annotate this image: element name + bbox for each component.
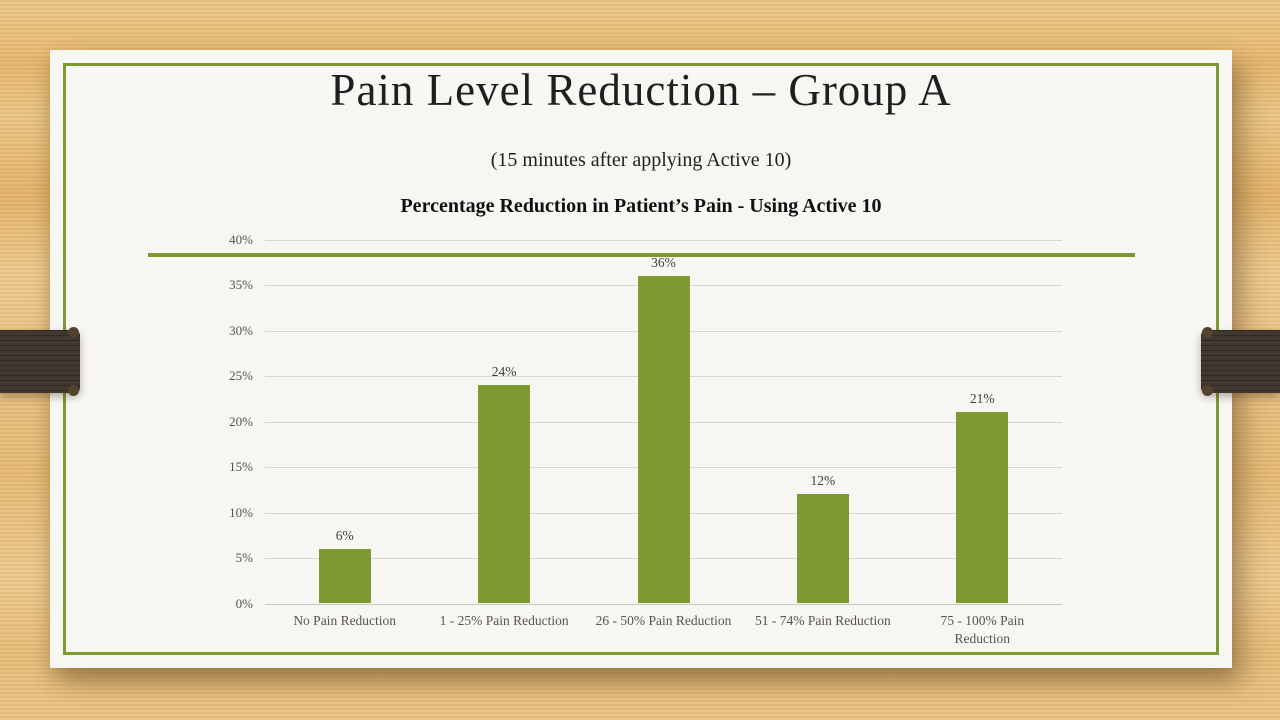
bar [956,412,1009,604]
gridline [265,239,1062,241]
clip-knob [68,385,79,396]
bar-value-label: 21% [969,391,995,407]
y-axis-tick: 15% [229,459,253,474]
y-axis-tick: 25% [229,368,253,383]
bar-chart: 0% 5% 10% 15% 20% 25% 30% 35% 40% 6% No Pain Reduc… [50,50,1232,668]
x-axis-line [265,603,1062,605]
right-strap-clip [1201,327,1280,396]
bar-value-label: 6% [335,527,354,543]
bar [637,275,690,604]
y-axis-tick: 10% [229,504,253,520]
chart-title: Percentage Reduction in Patient’s Pain -… [400,195,882,217]
slide: Pain Level Reduction – Group A (15 minut… [50,50,1232,668]
category-label: 1 - 25% Pain Reduction [439,613,569,628]
bar-value-label: 12% [810,473,836,489]
clip-knob [1202,385,1213,396]
y-axis-tick: 0% [235,595,253,611]
category-label: 26 - 50% Pain Reduction [595,613,732,628]
category-label: No Pain Reduction [293,613,397,628]
left-strap-clip [0,327,80,396]
title-underline-rule [148,253,1135,257]
y-axis-tick: 20% [229,413,253,429]
bar-value-label: 36% [651,254,676,270]
bar [478,385,531,604]
y-axis-tick: 40% [229,231,253,247]
bar-value-label: 24% [491,364,517,380]
y-axis-tick: 30% [229,322,253,338]
clip-knob [1202,327,1213,338]
slide-subtitle: (15 minutes after applying Active 10) [490,149,792,171]
slide-title: Pain Level Reduction – Group A [330,65,952,115]
y-axis-tick: 5% [235,550,253,565]
bar [318,548,371,604]
clip-knob [68,327,79,338]
category-label: 51 - 74% Pain Reduction [755,613,891,628]
category-label: 75 - 100% Pain Reduction [940,613,1025,646]
bar [796,494,849,604]
y-axis-tick: 35% [229,277,253,292]
